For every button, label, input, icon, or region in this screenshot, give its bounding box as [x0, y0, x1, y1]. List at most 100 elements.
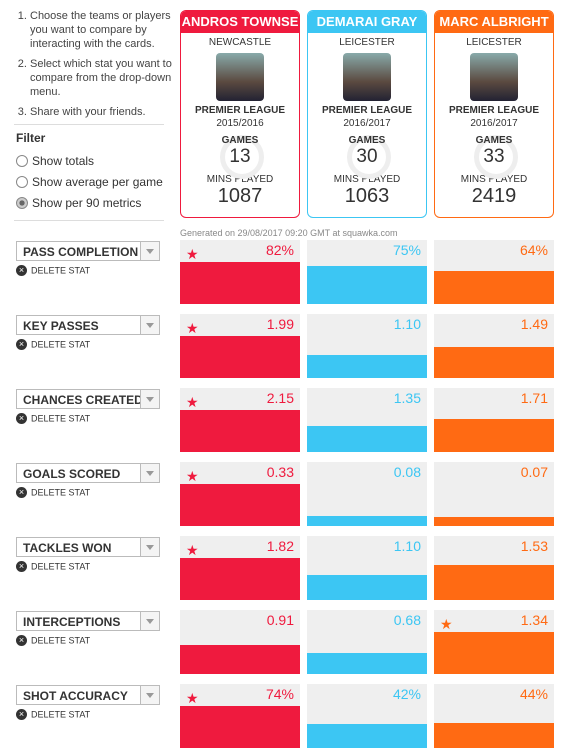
delete-stat[interactable]: × DELETE STAT: [16, 339, 90, 351]
stat-cell: 44%: [434, 684, 554, 748]
mins: 2419: [471, 185, 517, 207]
mins-label: MINS PLAYED: [460, 174, 528, 185]
games: 33: [483, 146, 505, 167]
bar: [307, 425, 427, 452]
best-star: ★: [440, 616, 453, 632]
mins-label: MINS PLAYED: [206, 174, 274, 185]
stat-value: 1.10: [393, 538, 421, 554]
player-card[interactable]: MARC ALBRIGHT LEICESTER PREMIER LEAGUE 2016…: [434, 10, 554, 218]
stat-cell: 1.10: [307, 314, 427, 378]
bar: [180, 558, 300, 600]
stat-select[interactable]: TACKLES WON: [16, 537, 160, 557]
bar: [307, 652, 427, 674]
season: 2016/2017: [343, 118, 391, 129]
dropdown-arrow: [140, 242, 159, 260]
delete-stat[interactable]: × DELETE STAT: [16, 635, 90, 647]
stat-cell: 75%: [307, 240, 427, 304]
delete-icon: ×: [16, 635, 27, 647]
bar: [180, 645, 300, 674]
player-card[interactable]: ANDROS TOWNSE NEWCASTLE PREMIER LEAGUE 2015…: [180, 10, 300, 218]
stat-value: 1.99: [266, 316, 294, 332]
delete-stat[interactable]: × DELETE STAT: [16, 413, 90, 425]
stat-select[interactable]: SHOT ACCURACY: [16, 685, 160, 705]
stat-cell: 2.15 ★: [180, 388, 300, 452]
stat-cell: 1.49: [434, 314, 554, 378]
stat-select[interactable]: PASS COMPLETION: [16, 241, 160, 261]
stat-select[interactable]: INTERCEPTIONS: [16, 611, 160, 631]
delete-stat[interactable]: × DELETE STAT: [16, 487, 91, 499]
games-ring: [474, 135, 518, 179]
games: 30: [356, 146, 378, 167]
instruction: Choose the teams or players you want to …: [30, 9, 180, 51]
stat-cell: 0.08: [307, 462, 427, 526]
stat-cell: 1.71: [434, 388, 554, 452]
stat-value: 1.82: [266, 538, 294, 554]
stat-value: 44%: [519, 686, 548, 702]
photo: [216, 53, 264, 101]
games-label: GAMES: [348, 135, 386, 146]
club: LEICESTER: [339, 37, 395, 48]
bar: [180, 410, 300, 452]
best-star: ★: [186, 320, 199, 336]
stat-value: 1.49: [520, 316, 548, 332]
stat-value: 1.34: [520, 612, 548, 628]
best-star: ★: [186, 246, 199, 262]
delete-icon: ×: [16, 561, 27, 573]
bar: [434, 346, 554, 378]
bar: [307, 265, 427, 304]
radio-label: Show per 90 metrics: [32, 195, 142, 210]
divider: [14, 220, 164, 221]
bar: [434, 564, 554, 600]
bar: [307, 724, 427, 748]
player-card[interactable]: DEMARAI GRAY LEICESTER PREMIER LEAGUE 2016/…: [307, 10, 427, 218]
delete-icon: ×: [16, 265, 27, 277]
delete-label: DELETE STAT: [31, 487, 91, 498]
radio-option[interactable]: Show totals: [16, 153, 94, 168]
radio: [16, 154, 28, 167]
radio-option[interactable]: Show average per game: [16, 174, 163, 189]
bar: [434, 723, 554, 748]
stat-select[interactable]: CHANCES CREATED: [16, 389, 160, 409]
stat-select[interactable]: GOALS SCORED: [16, 463, 160, 483]
mins-label: MINS PLAYED: [333, 174, 401, 185]
stat-value: 1.10: [393, 316, 421, 332]
stat-name: INTERCEPTIONS: [23, 615, 121, 629]
league: PREMIER LEAGUE: [321, 105, 412, 116]
bar: [434, 271, 554, 304]
player-name: DEMARAI GRAY: [308, 11, 426, 33]
bar: [307, 574, 427, 600]
delete-stat[interactable]: × DELETE STAT: [16, 561, 90, 573]
club: LEICESTER: [466, 37, 522, 48]
radio: [16, 196, 28, 209]
stat-value: 1.53: [520, 538, 548, 554]
best-star: ★: [186, 690, 199, 706]
stat-cell: 0.68: [307, 610, 427, 674]
stat-name: PASS COMPLETION: [23, 245, 139, 259]
stat-cell: 74% ★: [180, 684, 300, 748]
delete-icon: ×: [16, 413, 27, 425]
delete-stat[interactable]: × DELETE STAT: [16, 709, 90, 721]
stat-cell: 1.82 ★: [180, 536, 300, 600]
instructions: Choose the teams or players you want to …: [14, 9, 180, 125]
instruction: Select which stat you want to compare fr…: [30, 57, 180, 99]
delete-icon: ×: [16, 709, 27, 721]
dropdown-arrow: [140, 316, 159, 334]
dropdown-arrow: [140, 686, 159, 704]
stat-value: 0.07: [520, 464, 548, 480]
player-name: ANDROS TOWNSE: [181, 11, 299, 33]
instruction: Share with your friends.: [30, 105, 180, 119]
stat-select[interactable]: KEY PASSES: [16, 315, 160, 335]
bar: [180, 262, 300, 304]
bar: [180, 484, 300, 526]
games-label: GAMES: [221, 135, 259, 146]
radio-option[interactable]: Show per 90 metrics: [16, 195, 141, 210]
bar: [434, 632, 554, 674]
stat-value: 0.91: [266, 612, 294, 628]
delete-stat[interactable]: × DELETE STAT: [16, 265, 90, 277]
stat-cell: 82% ★: [180, 240, 300, 304]
stat-cell: 64%: [434, 240, 554, 304]
club: NEWCASTLE: [208, 37, 272, 48]
dropdown-arrow: [140, 464, 159, 482]
stat-cell: 0.07: [434, 462, 554, 526]
divider: [14, 124, 164, 125]
